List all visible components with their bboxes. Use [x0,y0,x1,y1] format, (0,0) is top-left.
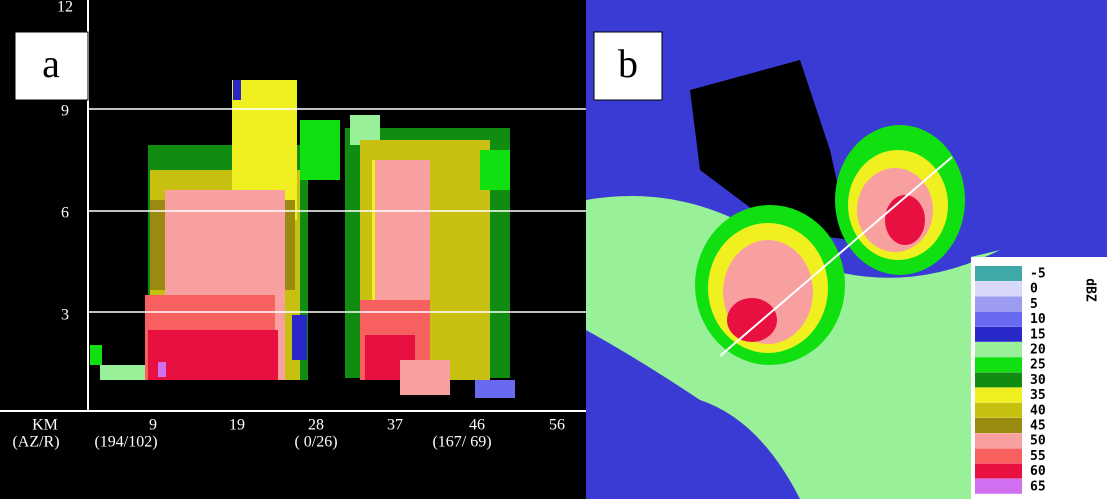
azimuth-range: ( 0/26) [294,434,337,451]
echo-cell [148,330,278,380]
colorbar-label: 20 [1030,343,1046,358]
colorbar-label: -5 [1030,267,1046,282]
echo-cell [90,345,102,365]
colorbar-label: 35 [1030,388,1046,403]
colorbar-swatch [975,387,1022,403]
echo-blob [727,298,777,342]
colorbar-swatch [975,357,1022,373]
colorbar-label: 45 [1030,419,1046,434]
echo-cell [100,365,145,380]
colorbar-swatch [975,433,1022,449]
colorbar-label: 55 [1030,449,1046,464]
colorbar-label: 10 [1030,312,1046,327]
colorbar-label: 40 [1030,403,1046,418]
colorbar-swatch [975,478,1022,494]
azimuth-range: (194/102) [94,434,157,451]
x-tick-label: 28 [308,417,324,434]
colorbar-label: 30 [1030,373,1046,388]
colorbar-swatch [975,311,1022,327]
x-tick-label: 19 [229,417,245,434]
panel-label: b [618,41,638,86]
echo-cell [480,150,510,190]
echo-cell [300,120,340,180]
x-tick-label: 9 [149,417,157,434]
y-tick-label: 12 [57,0,73,16]
azimuth-range: (167/ 69) [432,434,491,451]
panel-a-axes: 12 9 6 3 KM 9 19 28 37 46 56 (AZ/R) (194… [0,0,586,451]
colorbar-swatch [975,281,1022,297]
echo-cell [158,362,166,377]
colorbar-swatch [975,402,1022,418]
colorbar-label: 60 [1030,464,1046,479]
clear-area [690,60,850,240]
y-unit: KM [32,417,58,434]
y-tick-label: 3 [61,307,69,324]
colorbar-swatch [975,463,1022,479]
colorbar-label: 50 [1030,434,1046,449]
colorbar-swatch [975,326,1022,342]
echo-cell [233,80,241,100]
panel-label-box [14,31,89,101]
x-tick-label: 37 [387,417,403,434]
colorbar-swatch [975,372,1022,388]
colorbar-label: 5 [1030,297,1038,312]
panel-b-echoes [586,60,1000,499]
y-tick-label: 9 [61,103,69,120]
colorbar-swatch [975,342,1022,357]
colorbar-swatch [975,448,1022,464]
colorbar-swatch [975,418,1022,433]
panel-a-echoes [90,80,515,398]
echo-cell [292,315,307,360]
echo-cell [400,360,450,395]
y-tick-label: 6 [61,205,69,222]
colorbar-label: 0 [1030,282,1038,297]
colorbar-unit: dBZ [1083,278,1098,302]
x-tick-label: 56 [549,417,565,434]
echo-cell [475,380,515,398]
colorbar-swatch [975,266,1022,281]
echo-blob [885,195,925,245]
row-label: (AZ/R) [12,434,59,451]
colorbar-label: 15 [1030,327,1046,342]
x-tick-label: 46 [469,417,485,434]
cross-section-line [719,156,953,357]
colorbar-label: 25 [1030,358,1046,373]
panel-label-box [593,31,663,101]
colorbar-label: 65 [1030,479,1046,494]
panel-label: a [42,41,60,86]
colorbar-swatch [975,296,1022,312]
